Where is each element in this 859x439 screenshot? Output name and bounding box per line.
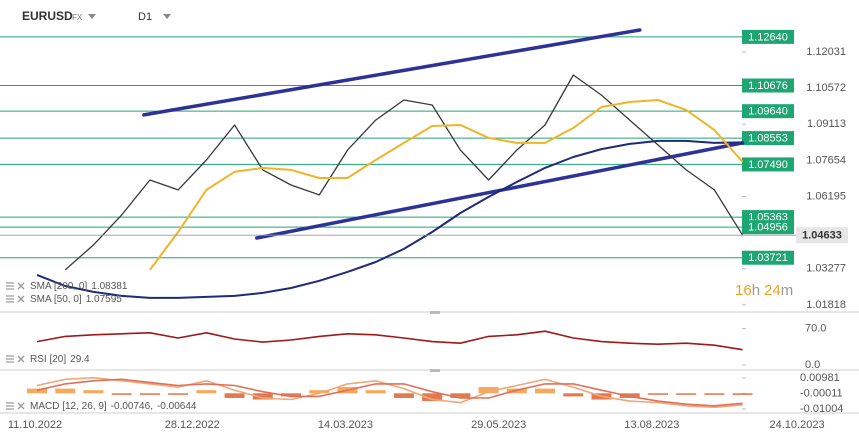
histogram-bar xyxy=(676,393,697,395)
countdown-part: 24 xyxy=(764,282,781,299)
y-tick-label: 1.12031 xyxy=(806,46,846,58)
remove-icon xyxy=(17,355,25,363)
legend-entry: RSI [20] 29.4 xyxy=(30,354,90,365)
symbol-dropdown[interactable] xyxy=(88,14,96,19)
y-tick-label: 1.10572 xyxy=(806,82,846,94)
y-tick-label: 1.07654 xyxy=(806,154,846,166)
countdown-part: 16 xyxy=(735,282,752,299)
legend-part: 1.08381 xyxy=(91,281,128,292)
histogram-bar xyxy=(27,388,48,394)
legend-part: MACD [12, 26, 9] xyxy=(30,401,107,412)
histogram-bar xyxy=(55,388,76,394)
x-tick-label: 29.05.2023 xyxy=(471,419,526,431)
series-line xyxy=(149,99,744,271)
y-tick-label: 70.0 xyxy=(805,323,826,335)
series-line xyxy=(36,378,743,407)
y-tick-label: 1.06195 xyxy=(806,190,846,202)
level-label: 1.04956 xyxy=(748,222,788,234)
legend-entry: MACD [12, 26, 9] -0.00746, -0.00644 xyxy=(30,401,197,412)
countdown-part: m xyxy=(781,282,794,299)
countdown: 16h 24m xyxy=(735,282,793,299)
y-tick-label: 1.03277 xyxy=(806,263,846,275)
trendline xyxy=(142,28,642,117)
timeframe-dropdown[interactable] xyxy=(163,14,171,19)
x-tick-label: 13.08.2023 xyxy=(624,419,679,431)
series-line xyxy=(64,74,744,271)
histogram-bar xyxy=(309,390,330,394)
legend-entry: SMA [200, 0] 1.08381 xyxy=(30,281,128,292)
current-price-box xyxy=(796,227,848,244)
y-tick-label: -0.00011 xyxy=(800,387,843,399)
series-line xyxy=(36,376,743,409)
level-label: 1.09640 xyxy=(748,106,788,118)
series-line xyxy=(36,330,743,351)
resize-handle[interactable] xyxy=(430,369,440,372)
legend-part: SMA [200, 0] xyxy=(30,281,87,292)
level-label: 1.10676 xyxy=(748,80,788,92)
level-label-box xyxy=(742,157,794,172)
histogram-bar xyxy=(478,387,499,394)
histogram-bar xyxy=(450,393,471,398)
histogram-bar xyxy=(139,393,160,395)
remove-icon xyxy=(17,295,25,303)
y-tick-label: 1.01818 xyxy=(806,299,846,311)
y-tick-label: 0.00981 xyxy=(800,372,840,384)
histogram-bar xyxy=(252,393,273,400)
y-tick-label: 1.09113 xyxy=(807,118,846,130)
legend-part: -0.00644 xyxy=(157,401,197,412)
legend-part: 1.07595 xyxy=(86,294,123,305)
level-label-box xyxy=(742,29,794,44)
histogram-bar xyxy=(168,393,189,395)
histogram-bar xyxy=(563,393,584,397)
histogram-bar xyxy=(365,390,386,394)
x-tick-label: 24.10.2023 xyxy=(770,419,825,431)
histogram-bar xyxy=(281,393,302,397)
level-label: 1.07490 xyxy=(748,159,788,171)
x-tick-label: 11.10.2022 xyxy=(8,419,62,431)
legend-separator: , xyxy=(150,401,153,412)
histogram-bar xyxy=(704,393,725,395)
legend-entry: SMA [50, 0] 1.07595 xyxy=(30,294,122,305)
histogram-bar xyxy=(111,393,132,395)
level-label: 1.03721 xyxy=(748,252,788,264)
remove-icon xyxy=(17,402,25,410)
legend-part: -0.00746 xyxy=(111,401,151,412)
histogram-bar xyxy=(196,390,217,394)
histogram-bar xyxy=(647,393,668,395)
current-price-label: 1.04633 xyxy=(802,230,842,242)
y-tick-label: -0.01004 xyxy=(800,403,843,415)
legend-part: RSI [20] xyxy=(30,354,66,365)
legend-part: 29.4 xyxy=(70,354,90,365)
level-label-box xyxy=(742,78,794,93)
timeframe[interactable]: D1 xyxy=(138,11,152,23)
countdown-part: h xyxy=(752,282,760,299)
histogram-bar xyxy=(535,388,556,394)
y-tick-label: 0.0 xyxy=(805,359,820,371)
histogram-bar xyxy=(422,393,443,402)
level-label: 1.12640 xyxy=(748,31,788,43)
histogram-bar xyxy=(224,393,245,398)
market: FX xyxy=(72,13,83,22)
symbol[interactable]: EURUSD xyxy=(22,9,73,23)
resize-handle[interactable] xyxy=(430,311,440,314)
histogram-bar xyxy=(393,393,414,398)
remove-icon xyxy=(17,282,25,290)
histogram-bar xyxy=(83,390,104,394)
x-tick-label: 14.03.2023 xyxy=(318,419,373,431)
series-line xyxy=(36,139,743,299)
level-label: 1.08553 xyxy=(748,133,788,145)
level-label-box xyxy=(742,131,794,146)
level-label-box xyxy=(742,250,794,265)
legend-part: SMA [50, 0] xyxy=(30,294,82,305)
x-tick-label: 28.12.2022 xyxy=(165,419,220,431)
level-label-box xyxy=(742,104,794,119)
histogram-bar xyxy=(732,393,753,395)
level-label-box xyxy=(742,220,794,235)
